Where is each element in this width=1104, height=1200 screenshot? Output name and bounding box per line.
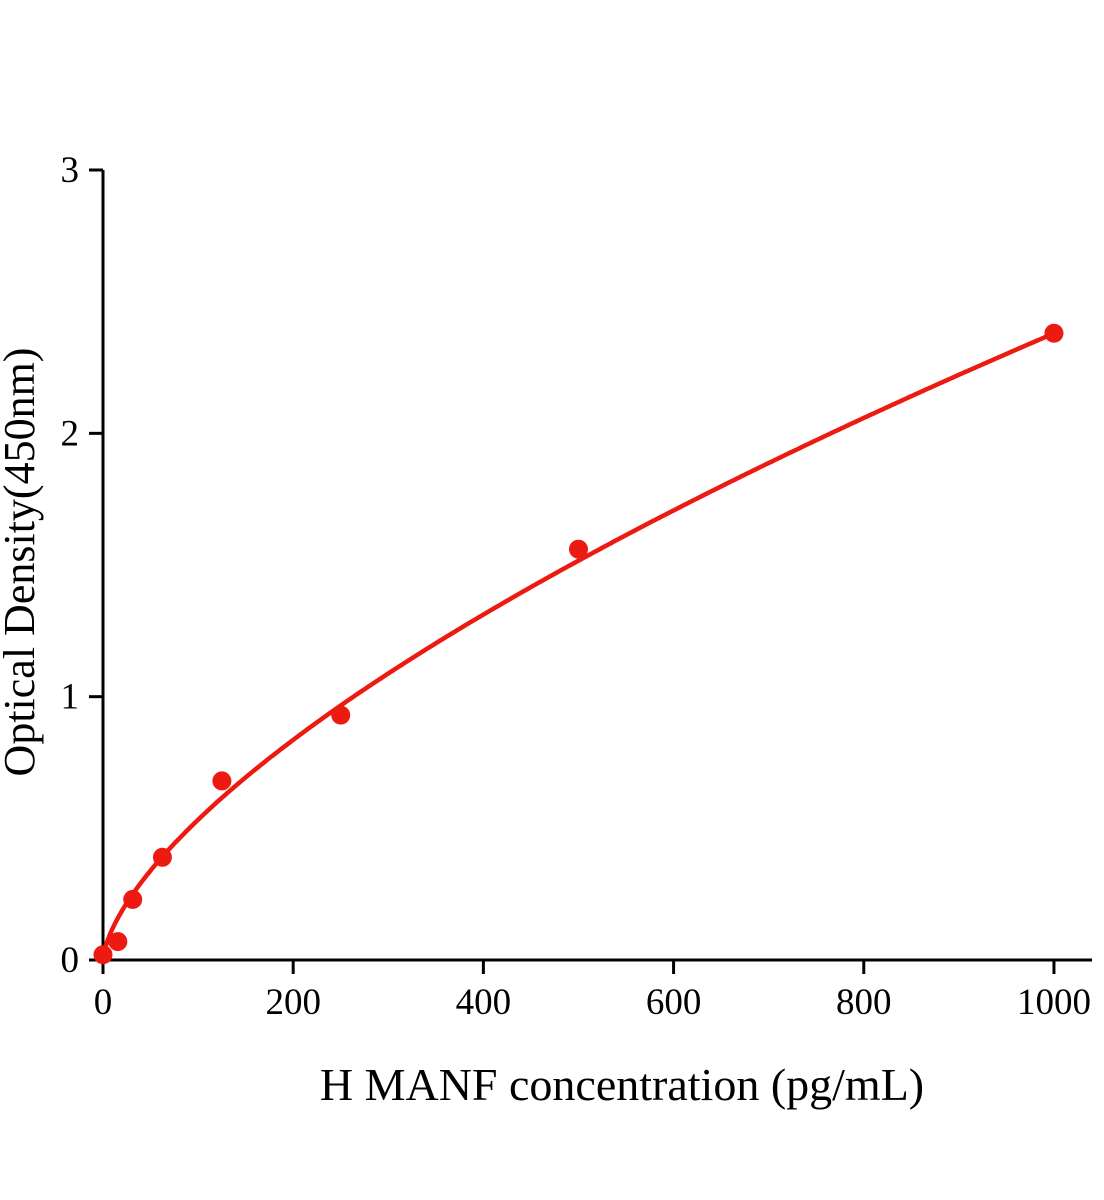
y-tick-label: 2	[61, 413, 80, 454]
fit-curve	[101, 331, 1055, 958]
data-point	[568, 539, 588, 559]
y-axis-label: Optical Density(450nm)	[0, 348, 44, 777]
y-tick-label: 0	[61, 940, 80, 981]
x-tick-label: 800	[836, 982, 892, 1023]
data-point	[93, 945, 113, 965]
x-tick-label: 1000	[1017, 982, 1091, 1023]
data-point	[108, 932, 128, 952]
data-point	[152, 847, 172, 867]
x-tick-label: 400	[456, 982, 512, 1023]
x-tick-label: 0	[94, 982, 113, 1023]
chart-marks: 0 1 2 3 0 200 400 600 800 1000	[61, 150, 1092, 1023]
data-point	[1044, 323, 1064, 343]
x-axis-label: H MANF concentration (pg/mL)	[320, 1059, 924, 1110]
x-tick-label: 600	[646, 982, 702, 1023]
y-tick-label: 3	[61, 150, 80, 191]
data-point	[212, 771, 232, 791]
data-point	[123, 889, 143, 909]
x-tick-label: 200	[265, 982, 321, 1023]
data-point	[331, 705, 351, 725]
y-tick-label: 1	[61, 677, 80, 718]
